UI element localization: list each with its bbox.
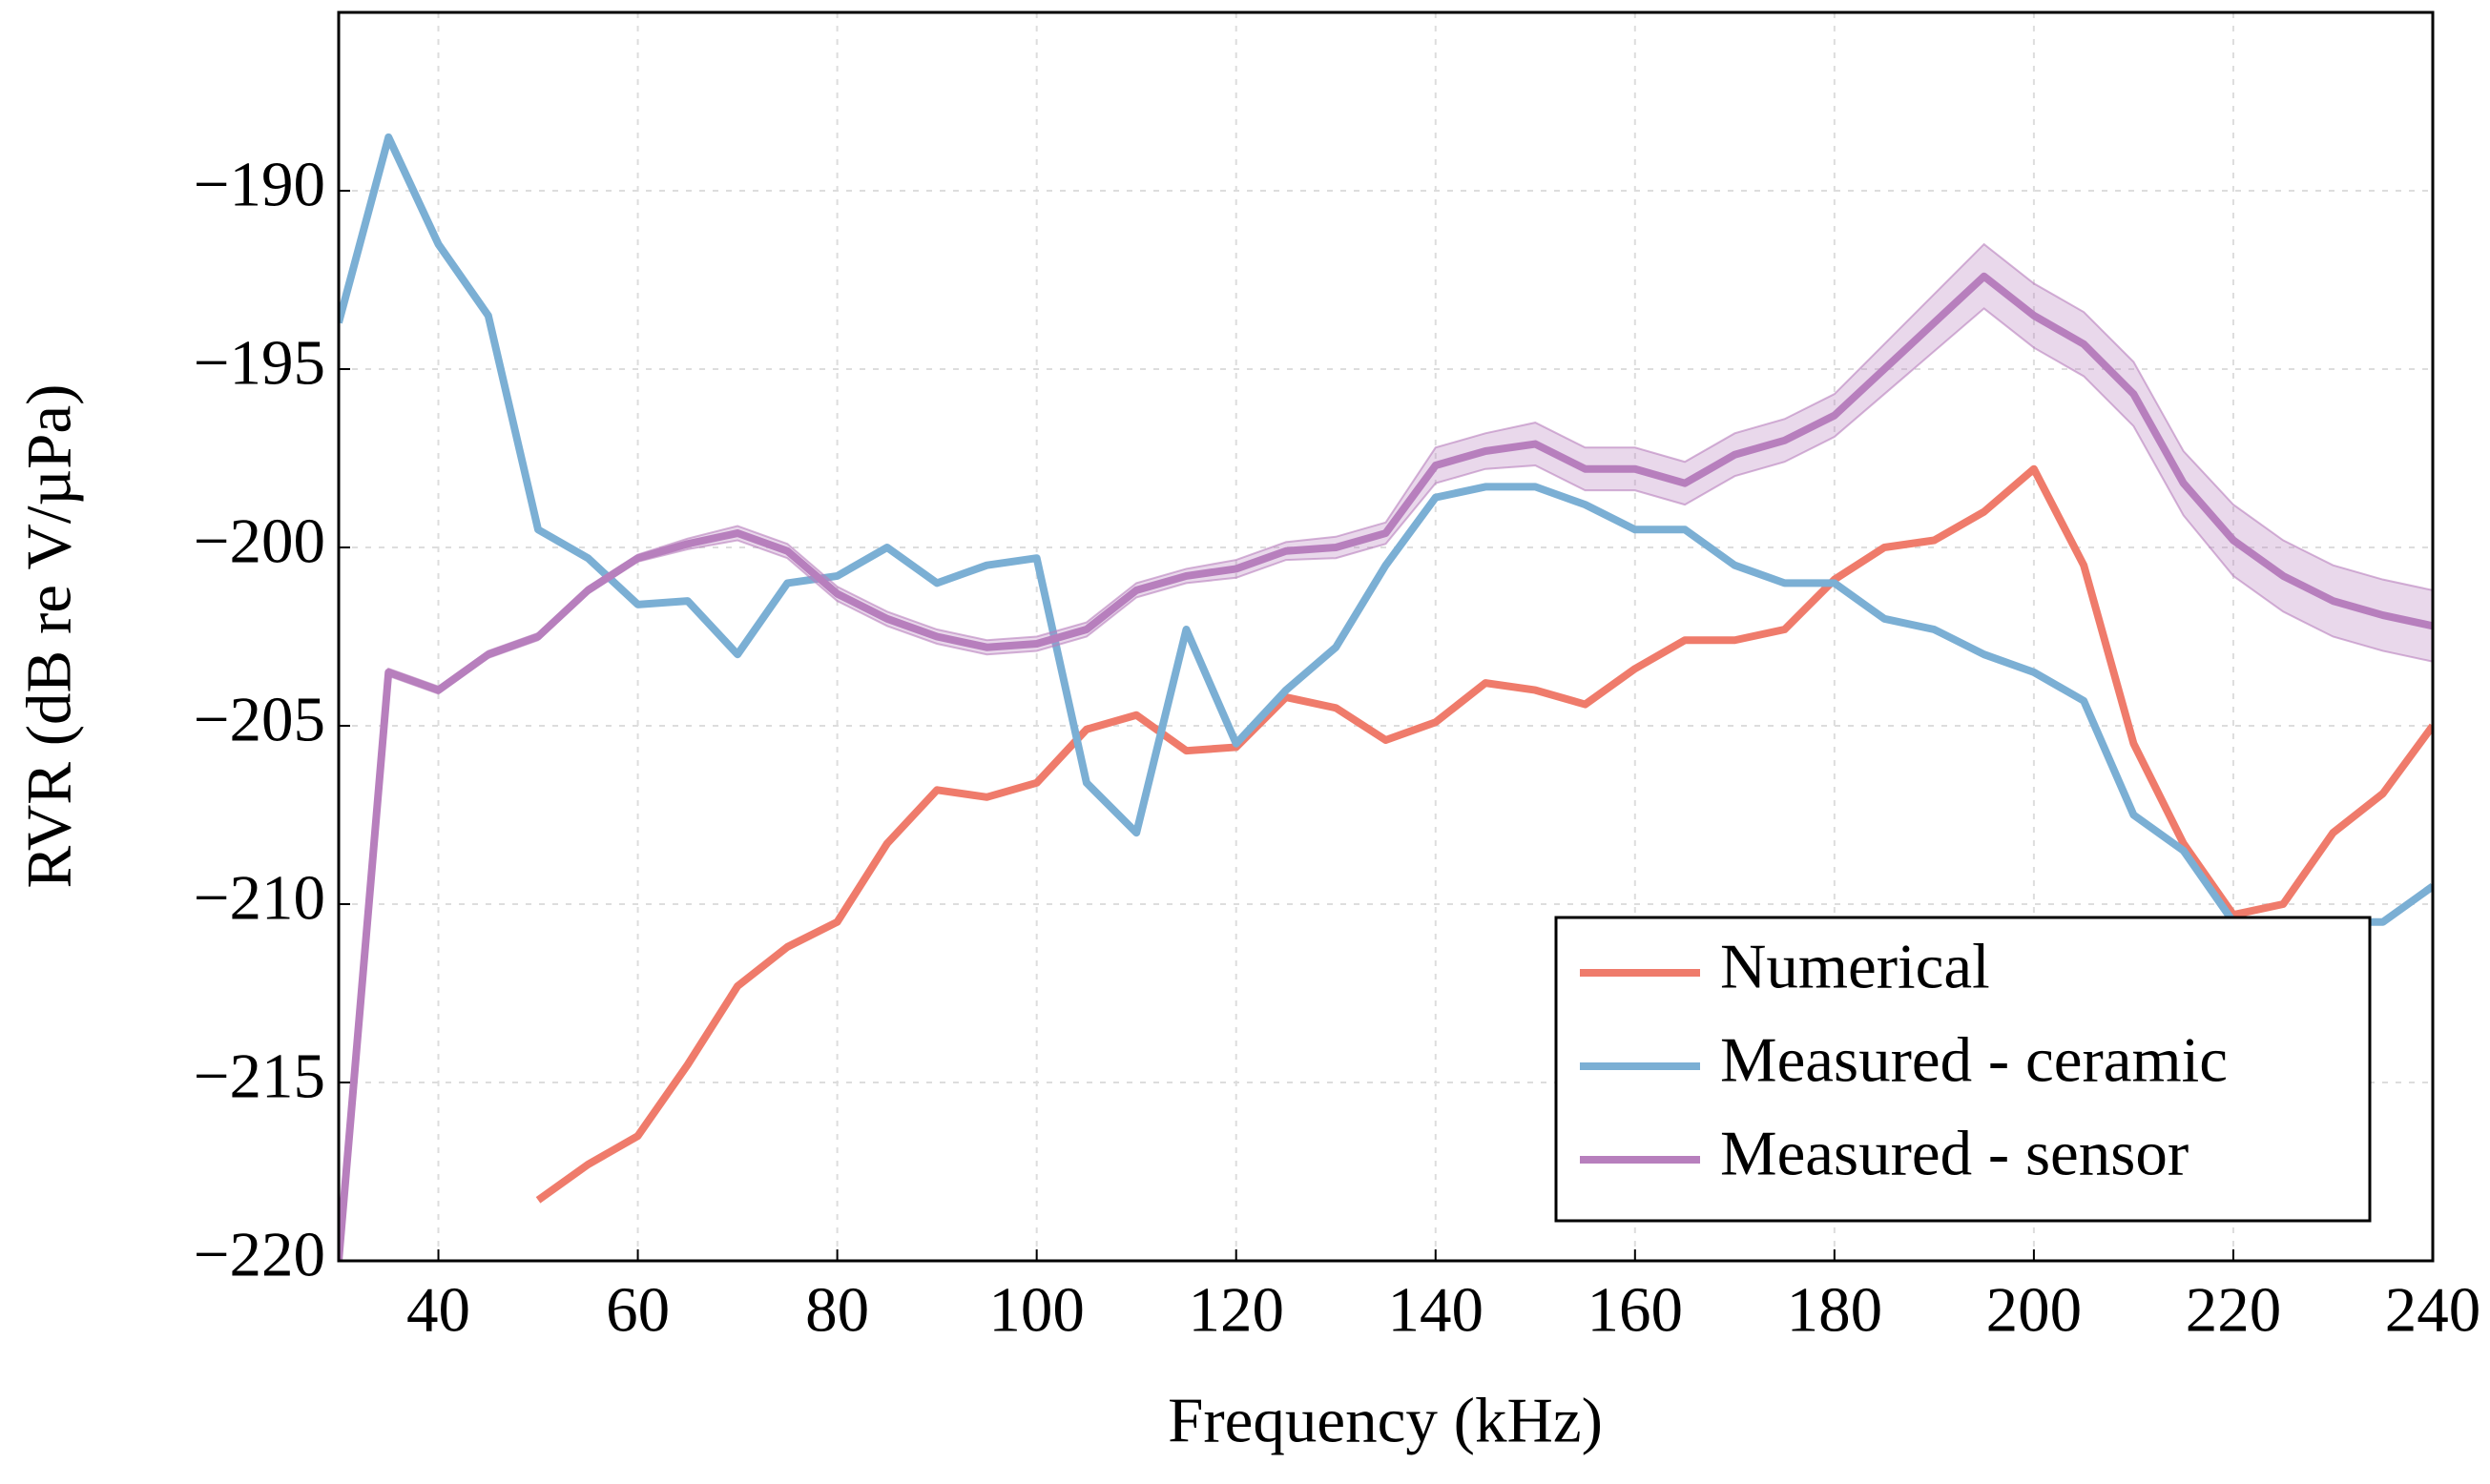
x-tick-label: 220 (2186, 1274, 2282, 1345)
error-band (339, 242, 2433, 1261)
x-tick-label: 140 (1388, 1274, 1484, 1345)
y-tick-label: −220 (194, 1219, 325, 1289)
x-tick-label: 180 (1787, 1274, 1883, 1345)
legend-label: Numerical (1720, 931, 1990, 1001)
legend-label: Measured - ceramic (1720, 1024, 2228, 1095)
y-axis-label: RVR (dB re V/µPa) (13, 384, 84, 889)
grid (339, 12, 2434, 1262)
x-tick-label: 60 (606, 1274, 670, 1345)
x-tick-label: 240 (2385, 1274, 2481, 1345)
x-tick-label: 160 (1587, 1274, 1684, 1345)
x-tick-label: 80 (805, 1274, 869, 1345)
legend-label: Measured - sensor (1720, 1118, 2189, 1188)
plot-area (339, 133, 2433, 1261)
y-tick-label: −205 (194, 684, 325, 754)
y-tick-label: −200 (194, 505, 325, 576)
x-axis-label: Frequency (kHz) (1168, 1385, 1603, 1455)
y-tick-label: −195 (194, 327, 325, 398)
y-tick-label: −190 (194, 149, 325, 219)
line (339, 272, 2433, 1261)
x-tick-label: 200 (1986, 1274, 2083, 1345)
y-tick-label: −215 (194, 1041, 325, 1111)
legend: Numerical Measured - ceramic Measured - se… (1554, 916, 2372, 1223)
ticks: 40 60 80 100 120 140 160 180 200 220 240 −220 −215 −2… (194, 149, 2481, 1345)
line (339, 133, 2433, 937)
x-tick-label: 120 (1188, 1274, 1284, 1345)
x-tick-label: 40 (406, 1274, 470, 1345)
axes-frame (337, 10, 2435, 1263)
y-tick-label: −210 (194, 862, 325, 933)
line (535, 464, 2433, 1204)
x-tick-label: 100 (988, 1274, 1085, 1345)
